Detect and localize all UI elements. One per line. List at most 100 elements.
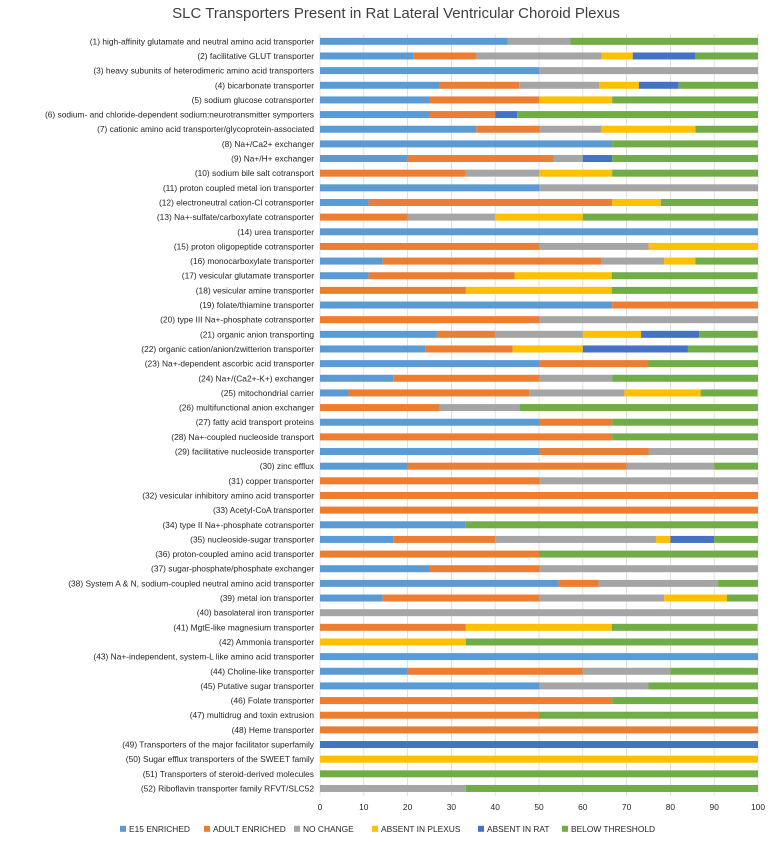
bar-segment <box>320 462 408 470</box>
bar-segment <box>320 330 437 338</box>
category-label: (5) sodium glucose cotransporter <box>192 95 315 105</box>
bar-segment <box>320 67 539 75</box>
bar-segment <box>436 330 496 338</box>
bar-segment <box>320 535 394 543</box>
bar-segment <box>320 169 466 177</box>
category-label: (11) proton coupled metal ion transporte… <box>163 183 314 193</box>
bar-segment <box>539 682 649 690</box>
bar-segment <box>429 111 496 119</box>
legend-label: ABSENT IN PLEXUS <box>381 824 461 834</box>
category-label: (7) cationic amino acid transporter/glyc… <box>97 124 314 134</box>
bar-segment <box>655 535 671 543</box>
category-label: (48) Heme transporter <box>232 725 315 735</box>
bar-segment <box>539 448 649 456</box>
category-label: (1) high-affinity glutamate and neutral … <box>90 36 314 46</box>
bar-segment <box>678 81 758 89</box>
category-label: (37) sugar-phosphate/phosphate exchanger <box>151 564 314 574</box>
bar-segment <box>632 52 696 60</box>
category-label: (15) proton oligopeptide cotransporter <box>174 241 314 251</box>
bar-segment <box>582 155 613 163</box>
x-tick-label: 0 <box>318 802 323 812</box>
legend-label: E15 ENRICHED <box>129 824 190 834</box>
bar-segment <box>439 404 520 412</box>
bar-segment <box>648 448 758 456</box>
bar-segment <box>660 198 758 206</box>
bar-segment <box>539 711 758 719</box>
bar-segment <box>320 404 440 412</box>
bar-segment <box>612 697 758 705</box>
legend-label: BELOW THRESHOLD <box>571 824 655 834</box>
legend-label: NO CHANGE <box>303 824 354 834</box>
bar-segment <box>670 535 715 543</box>
bar-segment <box>539 565 758 573</box>
bar-segment <box>348 389 530 397</box>
bar-segment <box>320 682 539 690</box>
bar-segment <box>382 594 539 602</box>
bar-segment <box>539 184 758 192</box>
bar-segment <box>529 389 625 397</box>
category-label: (32) vesicular inhibitory amino acid tra… <box>142 490 314 500</box>
category-label: (8) Na+/Ca2+ exchanger <box>222 139 314 149</box>
bar-segment <box>699 330 758 338</box>
category-label: (38) System A & N, sodium-coupled neutra… <box>68 578 314 588</box>
bar-segment <box>425 345 513 353</box>
bar-segment <box>582 345 688 353</box>
bar-segment <box>320 741 758 749</box>
bar-segment <box>641 330 700 338</box>
bar-segment <box>718 579 758 587</box>
category-label: (4) bicarbonate transporter <box>215 80 314 90</box>
legend-swatch <box>120 825 126 832</box>
category-label: (30) zinc efflux <box>260 461 315 471</box>
legend-swatch <box>204 825 210 832</box>
bar-segment <box>320 360 539 368</box>
category-label: (3) heavy subunits of heterodimeric amin… <box>93 66 314 76</box>
bar-segment <box>393 374 539 382</box>
legend-swatch <box>562 825 568 832</box>
bar-segment <box>320 579 559 587</box>
bar-segment <box>670 667 758 675</box>
bar-segment <box>320 521 466 529</box>
bar-segment <box>407 155 554 163</box>
bar-segment <box>368 198 613 206</box>
category-labels: (1) high-affinity glutamate and neutral … <box>45 36 315 793</box>
category-label: (16) monocarboxylate transporter <box>190 256 314 266</box>
x-tick-label: 50 <box>534 802 544 812</box>
bar-segment <box>495 330 583 338</box>
bar-segment <box>320 667 408 675</box>
bar-segment <box>648 682 758 690</box>
bar-segment <box>465 784 758 792</box>
category-label: (45) Putative sugar transporter <box>200 681 314 691</box>
bar-segment <box>320 389 349 397</box>
bar-segment <box>612 301 758 309</box>
bar-segment <box>495 535 656 543</box>
x-tick-label: 30 <box>447 802 457 812</box>
bar-segment <box>539 594 665 602</box>
bar-segment <box>512 345 583 353</box>
category-label: (9) Na+/H+ exchanger <box>231 154 314 164</box>
bar-segment <box>320 726 758 734</box>
bar-segment <box>382 257 602 265</box>
bar-segment <box>539 550 758 558</box>
bar-segment <box>320 81 440 89</box>
bar-segment <box>407 667 583 675</box>
bar-segment <box>320 213 408 221</box>
bar-segment <box>664 594 727 602</box>
bar-segment <box>519 404 758 412</box>
bar-segment <box>320 96 430 104</box>
bar-segment <box>611 286 758 294</box>
legend[interactable]: E15 ENRICHED ADULT ENRICHED NO CHANGE ABSEN… <box>120 824 655 834</box>
bar-segment <box>624 389 701 397</box>
bar-segment <box>539 316 758 324</box>
bar-segment <box>320 653 758 661</box>
category-label: (27) fatty acid transport proteins <box>196 417 314 427</box>
bar-segment <box>320 448 539 456</box>
bar-segment <box>539 242 649 250</box>
bar-segment <box>611 272 758 280</box>
bar-segment <box>539 169 613 177</box>
bar-segment <box>495 213 583 221</box>
legend-swatch <box>372 825 378 832</box>
bar-segment <box>553 155 583 163</box>
bar-segment <box>429 96 539 104</box>
category-label: (36) proton-coupled amino acid transport… <box>155 549 314 559</box>
category-label: (44) Choline-like transporter <box>210 666 314 676</box>
